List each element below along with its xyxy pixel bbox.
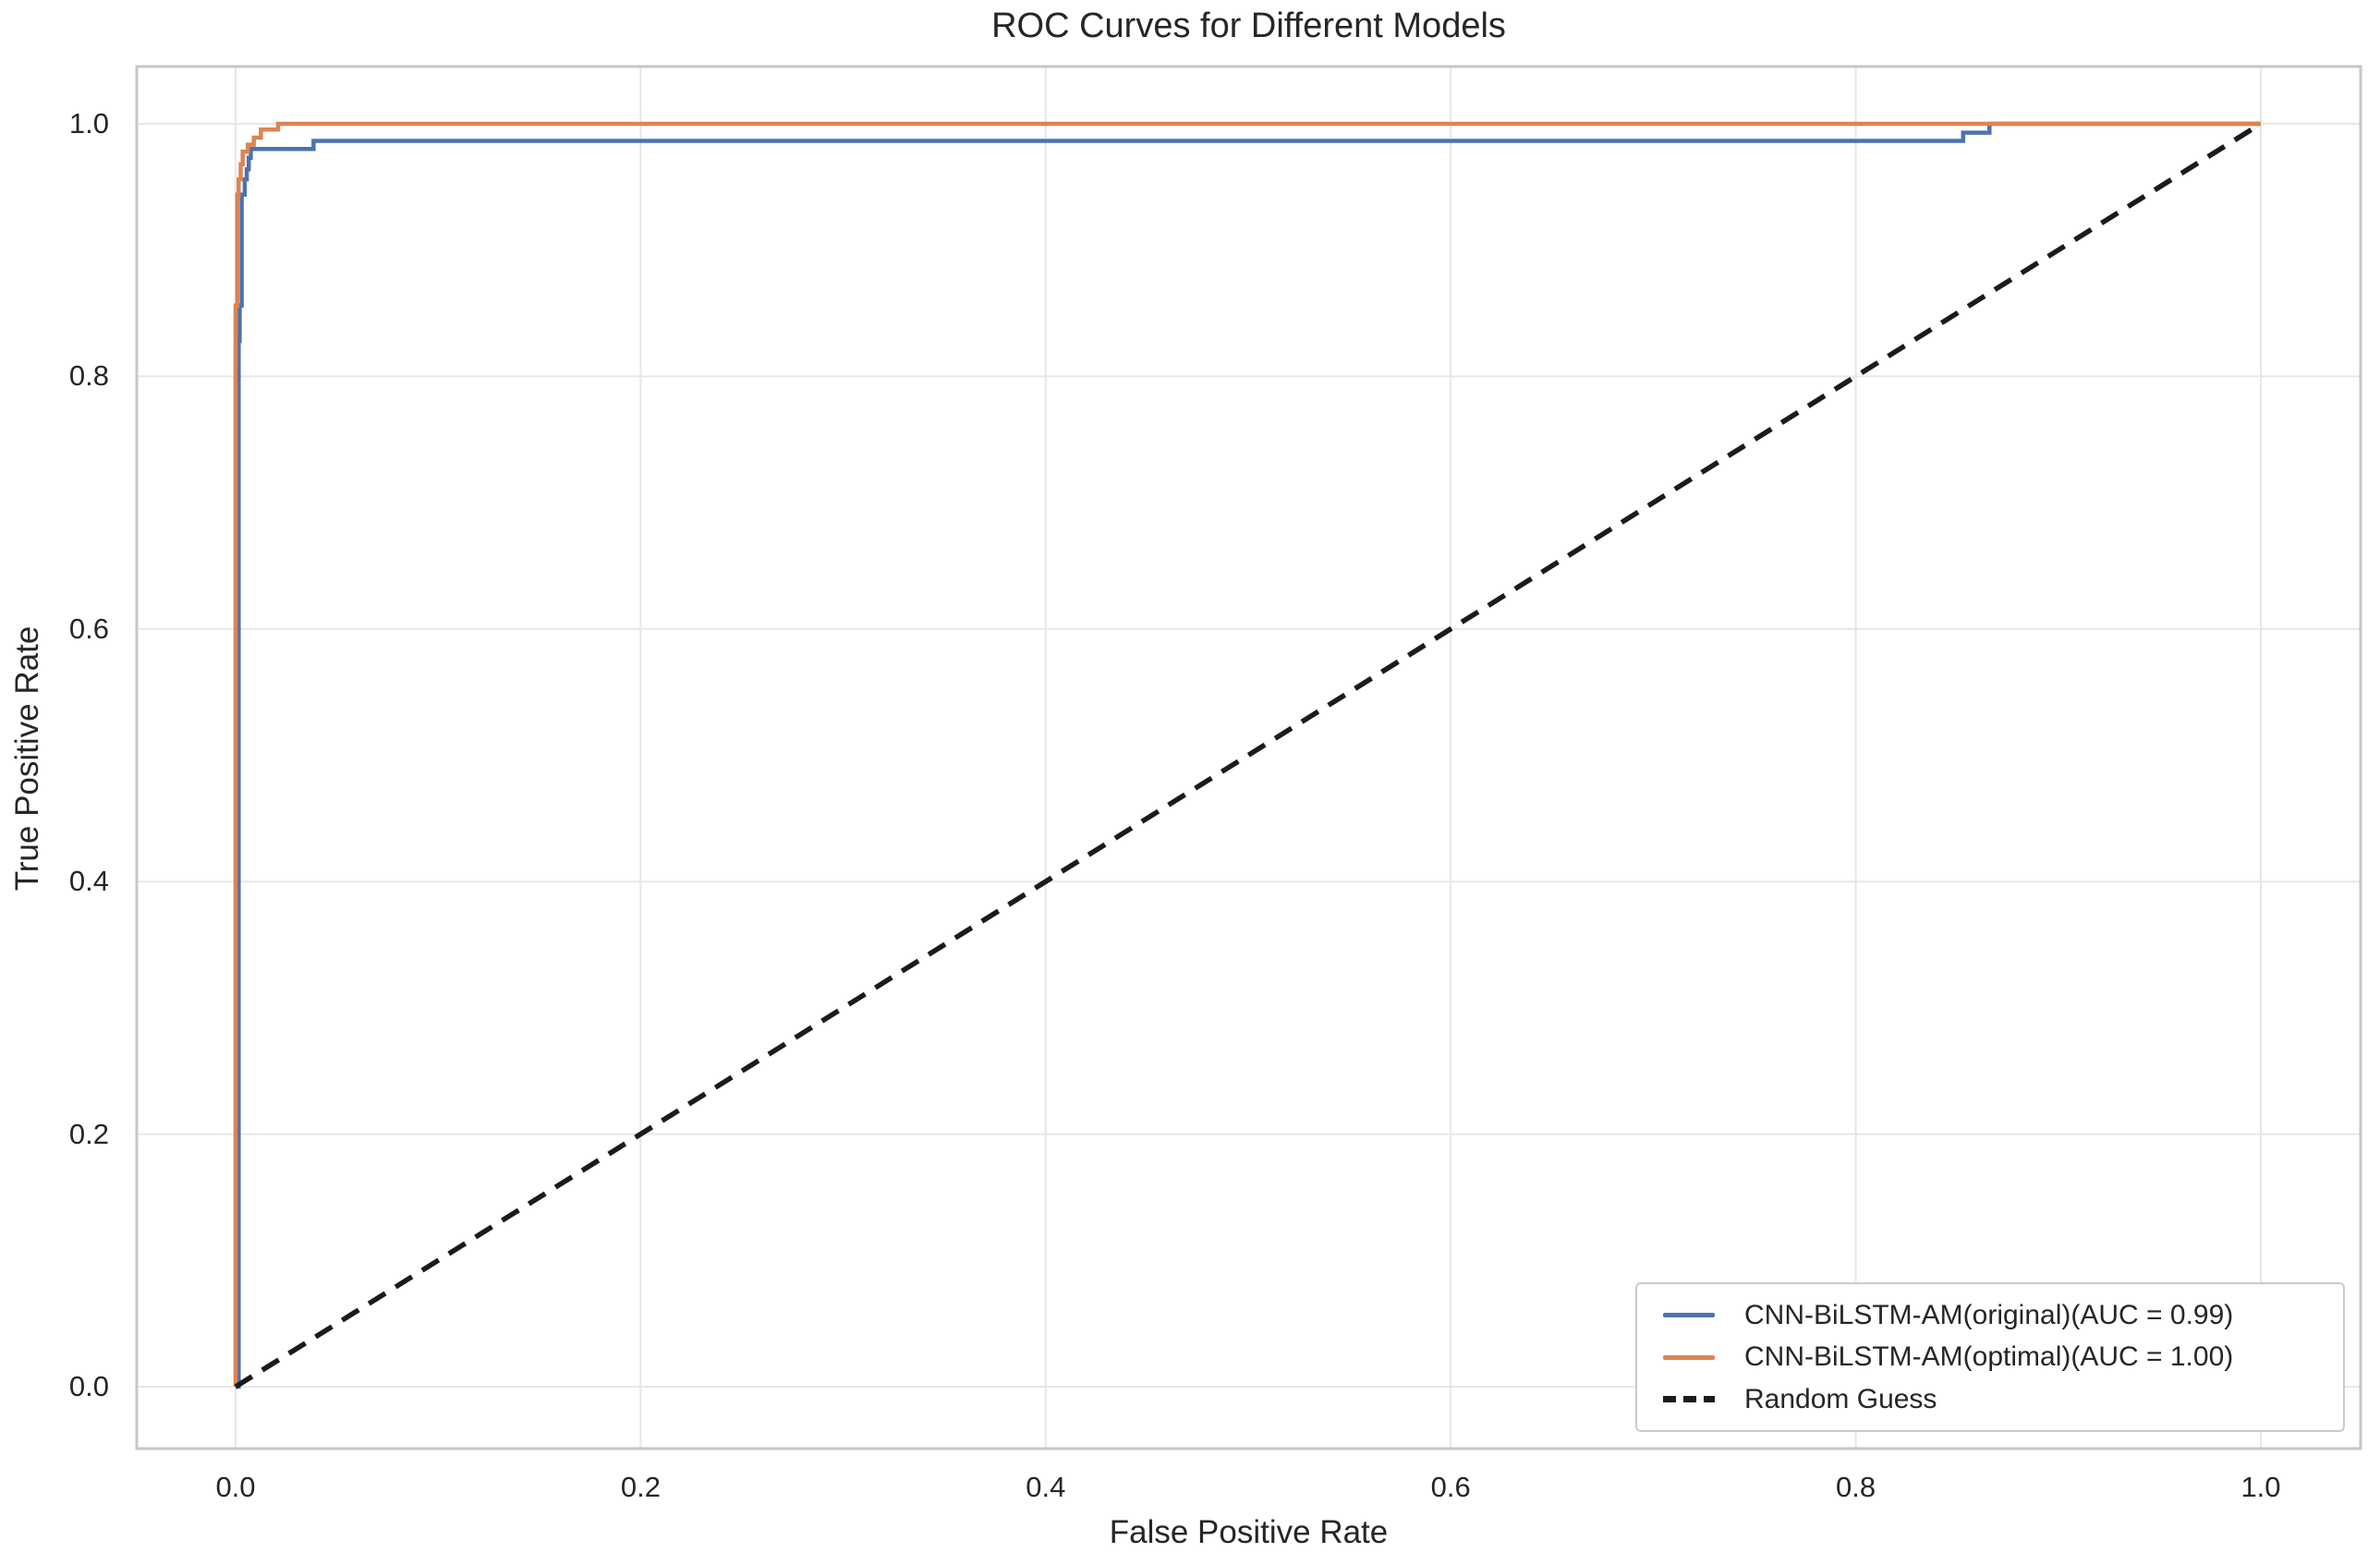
y-tick-label: 0.8	[68, 359, 109, 393]
x-tick-label: 0.6	[1430, 1471, 1471, 1503]
legend-line-sample-original	[1663, 1313, 1715, 1317]
legend-line-sample-random-guess	[1663, 1396, 1715, 1402]
x-tick-label: 1.0	[2240, 1471, 2281, 1503]
x-tick-label: 0.8	[1836, 1471, 1876, 1503]
legend-label: CNN-BiLSTM-AM(optimal)(AUC = 1.00)	[1744, 1341, 2234, 1372]
chart-title: ROC Curves for Different Models	[991, 6, 1506, 45]
legend-label: Random Guess	[1744, 1383, 1937, 1414]
legend-item-optimal: CNN-BiLSTM-AM(optimal)(AUC = 1.00)	[1663, 1341, 2334, 1374]
axes-spines	[135, 65, 2362, 1450]
y-tick-label: 0.6	[68, 612, 109, 645]
y-tick-label: 0.0	[68, 1370, 109, 1402]
x-axis-label: False Positive Rate	[1109, 1514, 1389, 1550]
y-axis-label: True Positive Rate	[9, 625, 45, 892]
roc-curve-original	[236, 121, 2261, 1389]
roc-curve-optimal	[233, 121, 2261, 1387]
random-guess-line	[234, 121, 2263, 1389]
legend-item-original: CNN-BiLSTM-AM(original)(AUC = 0.99)	[1663, 1299, 2334, 1332]
legend: CNN-BiLSTM-AM(original)(AUC = 0.99) CNN-…	[1635, 1282, 2345, 1432]
y-tick-label: 1.0	[68, 107, 109, 140]
x-tick-label: 0.0	[215, 1471, 256, 1503]
y-tick-label: 0.2	[68, 1117, 109, 1150]
plot-background	[137, 67, 2361, 1449]
legend-label: CNN-BiLSTM-AM(original)(AUC = 0.99)	[1744, 1299, 2234, 1330]
x-tick-label: 0.2	[620, 1471, 661, 1503]
legend-line-sample-optimal	[1663, 1354, 1715, 1360]
y-tick-label: 0.4	[68, 865, 109, 898]
legend-item-random-guess: Random Guess	[1663, 1383, 2334, 1416]
x-tick-label: 0.4	[1026, 1471, 1066, 1503]
